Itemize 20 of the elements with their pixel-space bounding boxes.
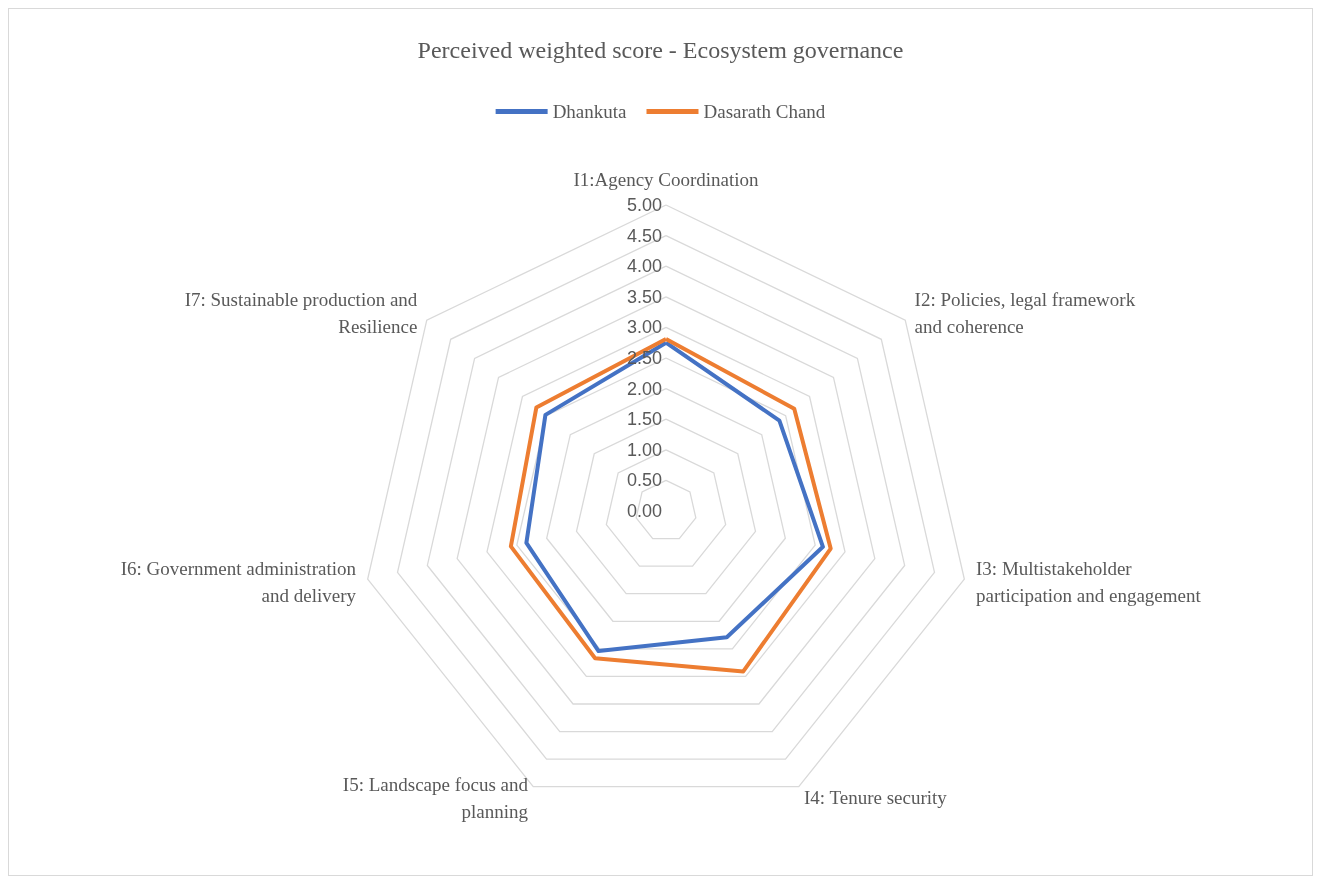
spoke-label: I5: Landscape focus and planning [342, 773, 529, 822]
y-tick-label: 0.50 [626, 470, 662, 491]
legend-label: Dhankuta [552, 101, 628, 122]
y-tick-label: 2.00 [626, 378, 662, 399]
y-tick-label: 1.50 [626, 409, 662, 430]
spoke-label: I4: Tenure security [803, 787, 948, 809]
y-tick-label: 3.00 [626, 317, 662, 338]
y-tick-label: 3.50 [626, 286, 662, 307]
chart-title: Perceived weighted score - Ecosystem governance [417, 37, 904, 63]
spoke-label: I6: Government administration and delivery [120, 557, 357, 606]
y-tick-label: 4.00 [626, 256, 662, 277]
spoke-label: I2: Policies, legal framework and coherence [914, 288, 1136, 337]
legend-label: Dasarath Chand [703, 101, 826, 122]
y-tick-label: 5.00 [626, 195, 662, 215]
spoke-label: I3: Multistakeholder participation and engagement [976, 557, 1202, 606]
y-tick-label: 1.00 [626, 439, 662, 460]
spoke-label: I1:Agency Coordination [573, 169, 760, 190]
spoke-label: I7: Sustainable production and Resilience [184, 288, 418, 337]
y-tick-label: 4.50 [626, 225, 662, 246]
y-tick-label: 0.00 [626, 501, 662, 521]
